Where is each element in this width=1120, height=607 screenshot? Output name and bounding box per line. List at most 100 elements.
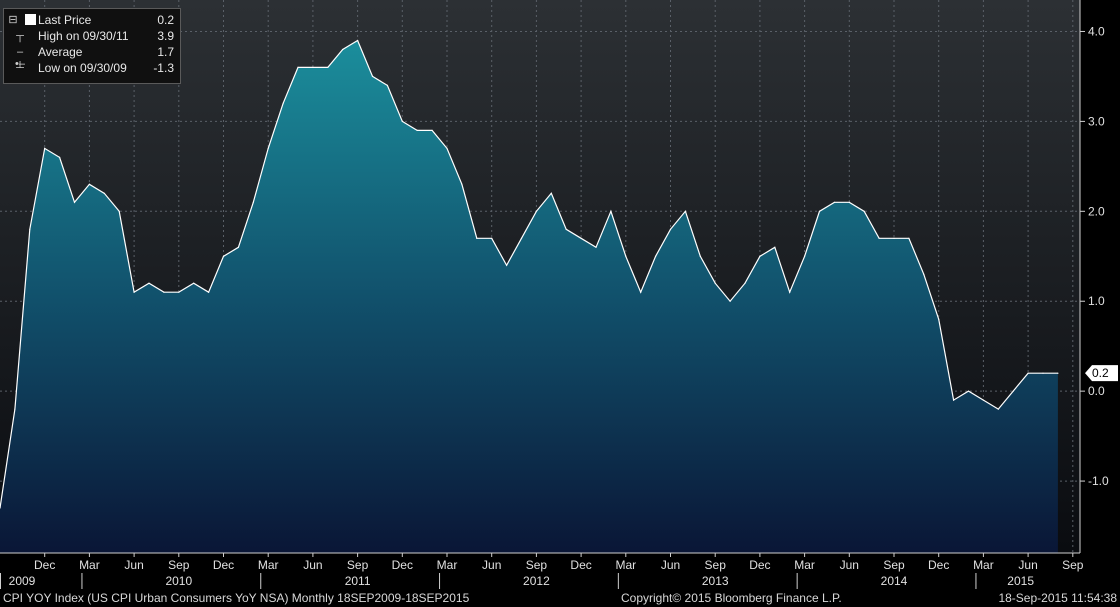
data-point [982,399,985,401]
data-point [401,120,403,122]
footer-bar: CPI YOY Index (US CPI Urban Consumers Yo… [0,589,1120,607]
footer-index-description: CPI YOY Index (US CPI Urban Consumers Yo… [3,591,470,605]
x-month-label: Dec [570,558,591,572]
data-point [371,75,374,77]
data-point [44,147,46,149]
data-point [759,255,761,257]
collapse-icon[interactable]: ⊟ [8,14,18,26]
data-point [908,237,910,239]
y-tick-label: 0.0 [1088,384,1105,398]
legend-box: ⊟ Last Price 0.2 ┬ High on 09/30/11 3.9 … [3,8,181,84]
legend-average: –•– Average 1.7 [4,44,180,70]
data-point [506,264,508,266]
data-point [729,300,731,302]
legend-high: ┬ High on 09/30/11 3.9 [4,28,180,44]
data-point [252,201,254,203]
x-month-label: Dec [749,558,770,572]
data-point [863,210,865,212]
y-tick-label: 3.0 [1088,114,1105,128]
data-point [833,201,836,203]
data-point [789,291,791,293]
last-price-swatch-icon [25,14,36,25]
y-tick-label: 2.0 [1088,204,1105,218]
high-marker-icon: ┬ [16,30,24,42]
cpi-area-fill [0,40,1058,553]
data-point [1027,372,1029,374]
data-point [938,318,940,320]
x-month-label: Jun [124,558,143,572]
x-month-label: Sep [883,558,905,572]
cpi-yoy-area-chart: 4.0 3.0 2.0 1.0 0.0 -1.0 0.2 Dec Mar Jun Sep Dec Mar… [0,0,1120,589]
data-point [267,147,269,149]
x-month-label: Mar [437,558,458,572]
data-point [312,66,314,68]
data-point [714,282,716,284]
data-point [550,192,552,194]
data-point [744,282,746,284]
data-point [1042,372,1044,374]
x-year-label: 2014 [881,574,908,588]
x-month-label: Dec [34,558,55,572]
x-year-label: 2015 [1007,574,1034,588]
data-point [669,228,672,230]
legend-low: ┴ Low on 09/30/09 -1.3 [4,60,180,76]
data-point [967,390,970,392]
x-axis-background [0,553,1120,589]
data-point [953,399,955,401]
x-month-label: Sep [1062,558,1084,572]
data-point [416,129,418,131]
average-marker-icon: –•– [15,46,25,70]
data-point [580,237,582,239]
data-point [595,246,597,248]
x-month-label: Dec [392,558,413,572]
data-point [163,291,165,293]
data-point [774,246,776,248]
data-point [446,147,448,149]
data-point [342,48,344,51]
data-point [237,246,239,248]
x-month-label: Mar [258,558,279,572]
last-value-tag [1085,365,1118,382]
data-point [848,201,850,203]
x-year-label: 2012 [523,574,550,588]
x-month-label: Mar [79,558,100,572]
data-point [0,507,1,509]
data-point [535,210,538,212]
data-point [133,291,135,293]
data-point [14,408,16,410]
data-point [491,237,493,239]
x-month-label: Jun [840,558,859,572]
data-point [625,255,627,257]
data-point [655,255,657,257]
x-month-label: Jun [1018,558,1037,572]
x-month-label: Mar [794,558,815,572]
x-month-label: Mar [615,558,636,572]
data-point [431,129,433,131]
data-point [88,183,90,185]
x-month-label: Jun [482,558,501,572]
x-year-label: 2013 [702,574,729,588]
x-month-label: Dec [213,558,234,572]
data-point [178,291,180,293]
legend-last-price: ⊟ Last Price 0.2 [8,13,174,27]
x-month-label: Sep [526,558,548,572]
data-point [684,210,687,212]
data-point [386,84,388,86]
data-point [565,228,567,230]
data-point [893,237,895,239]
data-point [73,201,76,203]
data-point [476,237,478,239]
data-point [193,282,195,284]
data-point [222,255,225,257]
data-point [297,66,299,68]
x-month-label: Dec [928,558,949,572]
data-point [148,282,150,284]
data-point [327,66,329,68]
y-tick-label: -1.0 [1088,474,1109,488]
data-point [357,39,359,42]
data-point [923,273,925,275]
x-month-label: Jun [303,558,322,572]
data-point [208,291,210,293]
x-month-label: Sep [347,558,369,572]
